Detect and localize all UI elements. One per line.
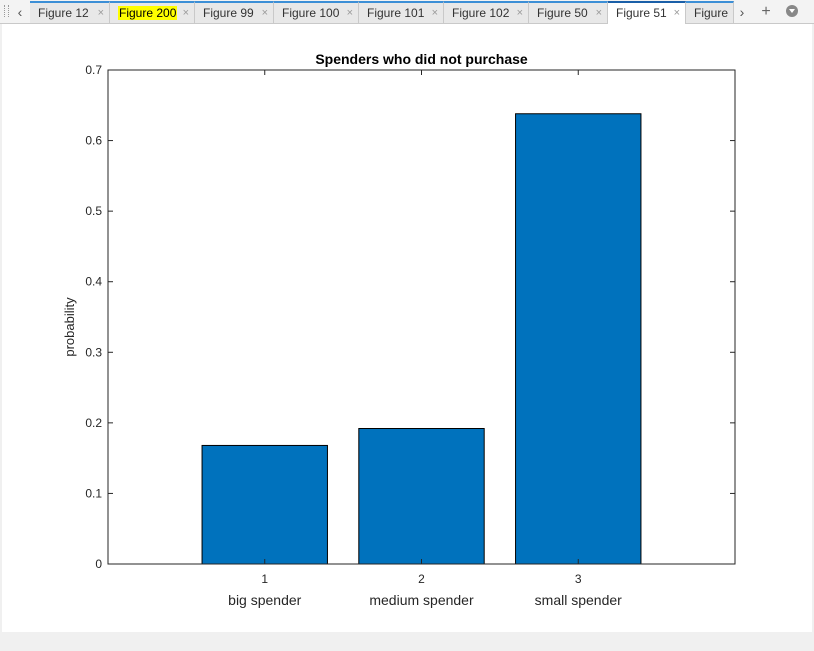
close-icon[interactable]: × — [97, 7, 104, 19]
tab-figure[interactable]: Figure 51 × — [608, 1, 686, 25]
tab-label: Figure — [694, 6, 729, 20]
tab-label: Figure 101 — [367, 6, 425, 20]
close-icon[interactable]: × — [516, 7, 523, 19]
x-tick-label: 3 — [575, 572, 582, 586]
tab-label: Figure 200 — [118, 6, 178, 20]
tab-label: Figure 99 — [203, 6, 254, 20]
plus-icon[interactable]: + — [761, 3, 771, 20]
tab-figure[interactable]: Figure 101 × — [359, 1, 444, 23]
chart-title: Spenders who did not purchase — [315, 51, 528, 67]
category-label: small spender — [535, 592, 622, 608]
y-tick-label: 0.1 — [85, 486, 102, 500]
tab-label: Figure 102 — [452, 6, 510, 20]
bar-3 — [515, 113, 642, 565]
chevron-right-icon[interactable]: › — [739, 4, 745, 20]
tab-figure[interactable]: Figure 50 × — [529, 1, 608, 23]
close-icon[interactable]: × — [346, 7, 353, 19]
close-icon[interactable]: × — [595, 7, 602, 19]
dropdown-circle-icon[interactable] — [786, 5, 798, 17]
tab-label: Figure 50 — [537, 6, 588, 20]
y-tick-label: 0.7 — [85, 63, 102, 77]
tab-label: Figure 12 — [38, 6, 89, 20]
tab-figure[interactable]: Figure 200 × — [110, 1, 195, 23]
tab-figure[interactable]: Figure 100 × — [274, 1, 359, 23]
close-icon[interactable]: × — [182, 7, 189, 19]
y-tick-label: 0 — [95, 557, 102, 571]
tab-label: Figure 51 — [616, 6, 667, 20]
bar-2 — [358, 428, 485, 565]
tab-figure[interactable]: Figure 102 × — [444, 1, 529, 23]
x-tick-label: 1 — [261, 572, 268, 586]
bar-chart: 0 0.1 0.2 0.3 0.4 0.5 0.6 0.7 1 big spender 2 mediu… — [62, 51, 736, 608]
y-axis-label: probability — [62, 297, 77, 357]
close-icon[interactable]: × — [673, 7, 680, 19]
close-icon[interactable]: × — [431, 7, 438, 19]
x-tick-label: 2 — [418, 572, 425, 586]
tab-figure[interactable]: Figure 99 × — [195, 1, 274, 23]
y-tick-label: 0.6 — [85, 134, 102, 148]
figure-tab-bar: ‹ Figure 12 × Figure 200 × Figure 99 × Figure … — [0, 0, 814, 25]
grip-handle[interactable] — [4, 5, 9, 17]
tab-figure[interactable]: Figure 12 × — [30, 1, 110, 23]
tab-figure[interactable]: Figure — [686, 1, 734, 23]
close-icon[interactable]: × — [261, 7, 268, 19]
category-label: big spender — [228, 592, 302, 608]
category-label: medium spender — [369, 592, 474, 608]
tab-label: Figure 100 — [282, 6, 340, 20]
status-strip — [2, 632, 812, 651]
y-tick-label: 0.4 — [85, 275, 102, 289]
y-tick-label: 0.2 — [85, 416, 102, 430]
figure-canvas: 0 0.1 0.2 0.3 0.4 0.5 0.6 0.7 1 big spender 2 mediu… — [2, 24, 812, 632]
bar-1 — [201, 444, 328, 565]
chevron-left-icon[interactable]: ‹ — [17, 4, 23, 20]
y-tick-label: 0.3 — [85, 345, 102, 359]
y-tick-label: 0.5 — [85, 204, 102, 218]
